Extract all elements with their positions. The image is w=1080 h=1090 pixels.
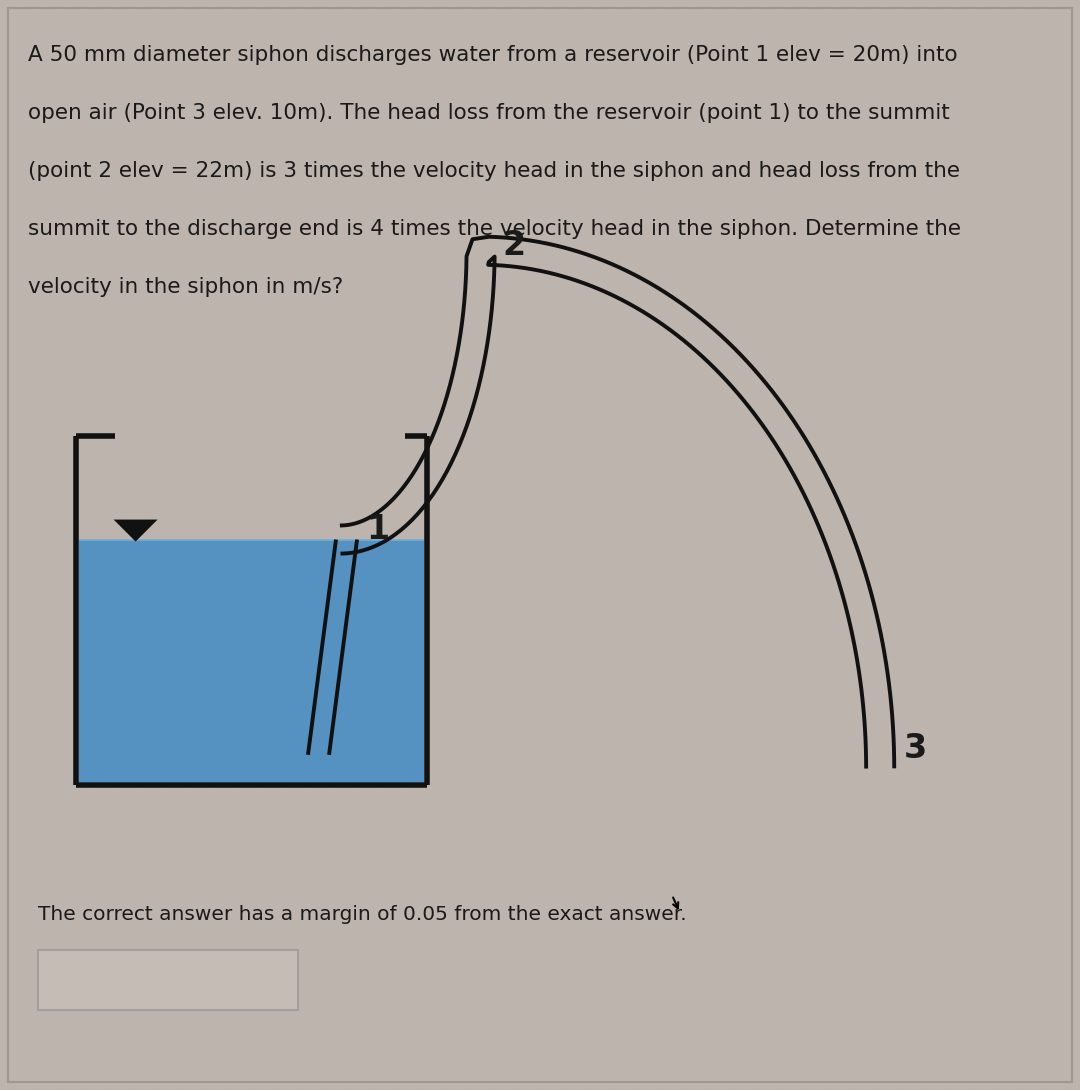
Polygon shape: [113, 520, 158, 542]
Text: 2: 2: [502, 229, 526, 263]
Text: A 50 mm diameter siphon discharges water from a reservoir (Point 1 elev = 20m) i: A 50 mm diameter siphon discharges water…: [28, 45, 958, 65]
Text: 1: 1: [366, 513, 390, 546]
Text: (point 2 elev = 22m) is 3 times the velocity head in the siphon and head loss fr: (point 2 elev = 22m) is 3 times the velo…: [28, 161, 960, 181]
Text: summit to the discharge end is 4 times the velocity head in the siphon. Determin: summit to the discharge end is 4 times t…: [28, 219, 961, 239]
Bar: [38, 950, 298, 1010]
Bar: [79, 540, 423, 782]
Text: open air (Point 3 elev. 10m). The head loss from the reservoir (point 1) to the : open air (Point 3 elev. 10m). The head l…: [28, 102, 949, 123]
Text: 3: 3: [904, 732, 928, 765]
Text: velocity in the siphon in m/s?: velocity in the siphon in m/s?: [28, 277, 343, 296]
Text: The correct answer has a margin of 0.05 from the exact answer.: The correct answer has a margin of 0.05 …: [38, 905, 687, 924]
